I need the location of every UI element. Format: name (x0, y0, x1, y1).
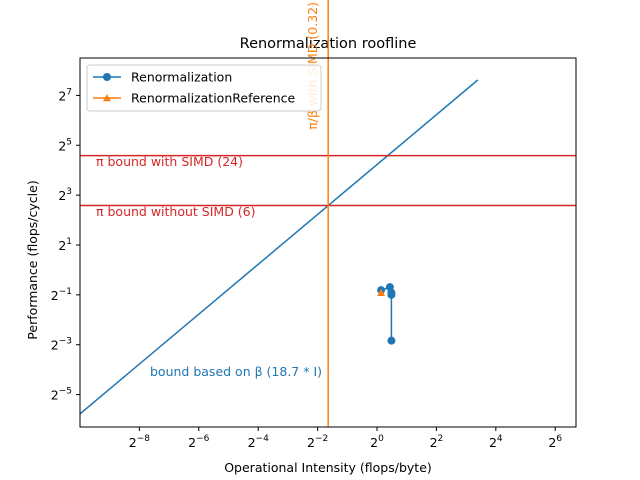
plot-area: π bound with SIMD (24) π bound without SI… (79, 0, 577, 428)
x-tick-base-1: 2 (188, 435, 196, 450)
y-tick-exp-1: −3 (59, 337, 72, 347)
data-point-0-4 (387, 336, 396, 345)
x-tick-base-7: 2 (548, 435, 556, 450)
x-tick-exp-2: −4 (256, 434, 270, 444)
x-tick-label-5: 22 (430, 434, 444, 450)
y-tick-base-4: 2 (58, 188, 66, 203)
x-tick-exp-5: 2 (438, 434, 444, 444)
beta-bound-line (80, 79, 479, 415)
y-tick-label-6: 27 (58, 87, 72, 103)
pi-no-simd-label: π bound without SIMD (6) (96, 204, 256, 219)
y-tick-label-0: 2−5 (51, 387, 72, 403)
x-tick-base-0: 2 (129, 435, 137, 450)
y-tick-label-4: 23 (58, 187, 72, 203)
y-tick-exp-2: −1 (59, 287, 72, 297)
beta-bound-label: bound based on β (18.7 * I) (150, 364, 322, 379)
axes-frame (79, 57, 577, 428)
x-tick-label-3: 2−2 (307, 434, 328, 450)
x-tick-label-0: 2−8 (129, 434, 150, 450)
x-tick-exp-3: −2 (315, 434, 328, 444)
y-tick-exp-5: 5 (66, 137, 72, 147)
legend-label-1: RenormalizationReference (131, 91, 296, 106)
x-tick-base-4: 2 (370, 435, 378, 450)
x-tick-exp-0: −8 (137, 434, 151, 444)
y-tick-base-1: 2 (51, 338, 59, 353)
legend-box (86, 64, 322, 112)
y-tick-base-3: 2 (58, 238, 66, 253)
x-tick-label-1: 2−6 (188, 434, 209, 450)
y-tick-base-5: 2 (58, 138, 66, 153)
x-tick-exp-4: 0 (378, 434, 384, 444)
x-tick-label-4: 20 (370, 434, 384, 450)
y-tick-label-2: 2−1 (51, 287, 72, 303)
legend-label-0: Renormalization (131, 70, 232, 85)
y-tick-base-2: 2 (51, 288, 59, 303)
y-tick-exp-0: −5 (59, 387, 72, 397)
x-tick-base-5: 2 (430, 435, 438, 450)
legend: Renormalization RenormalizationReference (86, 64, 322, 112)
x-axis-label: Operational Intensity (flops/byte) (224, 460, 432, 475)
y-tick-label-3: 21 (58, 237, 72, 253)
pi-simd-label: π bound with SIMD (24) (96, 154, 243, 169)
x-tick-base-6: 2 (489, 435, 497, 450)
x-tick-label-2: 2−4 (248, 434, 269, 450)
legend-marker-0 (103, 73, 111, 81)
y-tick-label-1: 2−3 (51, 337, 72, 353)
legend-marker-1 (103, 94, 111, 102)
y-tick-label-5: 25 (58, 137, 72, 153)
data-point-0-3 (387, 290, 396, 299)
y-tick-exp-4: 3 (66, 187, 72, 197)
x-tick-base-3: 2 (307, 435, 315, 450)
y-axis-label: Performance (flops/cycle) (25, 180, 40, 339)
x-tick-base-2: 2 (248, 435, 256, 450)
y-tick-base-6: 2 (58, 88, 66, 103)
y-tick-base-0: 2 (51, 388, 59, 403)
x-tick-exp-7: 6 (556, 434, 562, 444)
data-point-1-0 (377, 288, 386, 296)
y-tick-exp-6: 7 (66, 87, 72, 97)
x-ticks: 2−8 2−6 2−4 2−2 20 22 24 26 (129, 427, 562, 450)
y-tick-exp-3: 1 (66, 237, 72, 247)
x-tick-exp-6: 4 (497, 434, 503, 444)
x-tick-exp-1: −6 (196, 434, 210, 444)
x-tick-label-6: 24 (489, 434, 503, 450)
x-tick-label-7: 26 (548, 434, 562, 450)
